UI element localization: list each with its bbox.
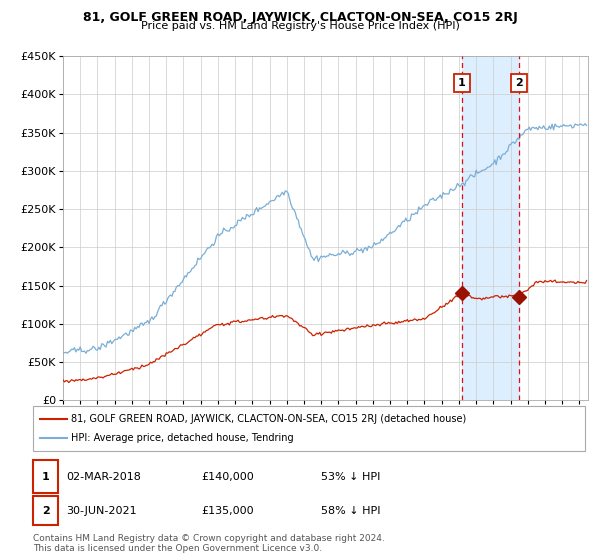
Text: 81, GOLF GREEN ROAD, JAYWICK, CLACTON-ON-SEA, CO15 2RJ: 81, GOLF GREEN ROAD, JAYWICK, CLACTON-ON… bbox=[83, 11, 517, 24]
Text: 02-MAR-2018: 02-MAR-2018 bbox=[66, 472, 141, 482]
Text: £135,000: £135,000 bbox=[201, 506, 254, 516]
Text: 1: 1 bbox=[458, 78, 466, 88]
Text: £140,000: £140,000 bbox=[201, 472, 254, 482]
Text: Contains HM Land Registry data © Crown copyright and database right 2024.
This d: Contains HM Land Registry data © Crown c… bbox=[33, 534, 385, 553]
Text: 81, GOLF GREEN ROAD, JAYWICK, CLACTON-ON-SEA, CO15 2RJ (detached house): 81, GOLF GREEN ROAD, JAYWICK, CLACTON-ON… bbox=[71, 413, 467, 423]
Text: Price paid vs. HM Land Registry's House Price Index (HPI): Price paid vs. HM Land Registry's House … bbox=[140, 21, 460, 31]
Text: 58% ↓ HPI: 58% ↓ HPI bbox=[321, 506, 380, 516]
Text: 2: 2 bbox=[42, 506, 49, 516]
Text: 1: 1 bbox=[42, 472, 49, 482]
Bar bbox=[462, 56, 519, 400]
Text: 53% ↓ HPI: 53% ↓ HPI bbox=[321, 472, 380, 482]
Text: 2: 2 bbox=[515, 78, 523, 88]
Text: 30-JUN-2021: 30-JUN-2021 bbox=[66, 506, 137, 516]
Text: HPI: Average price, detached house, Tendring: HPI: Average price, detached house, Tend… bbox=[71, 433, 294, 444]
